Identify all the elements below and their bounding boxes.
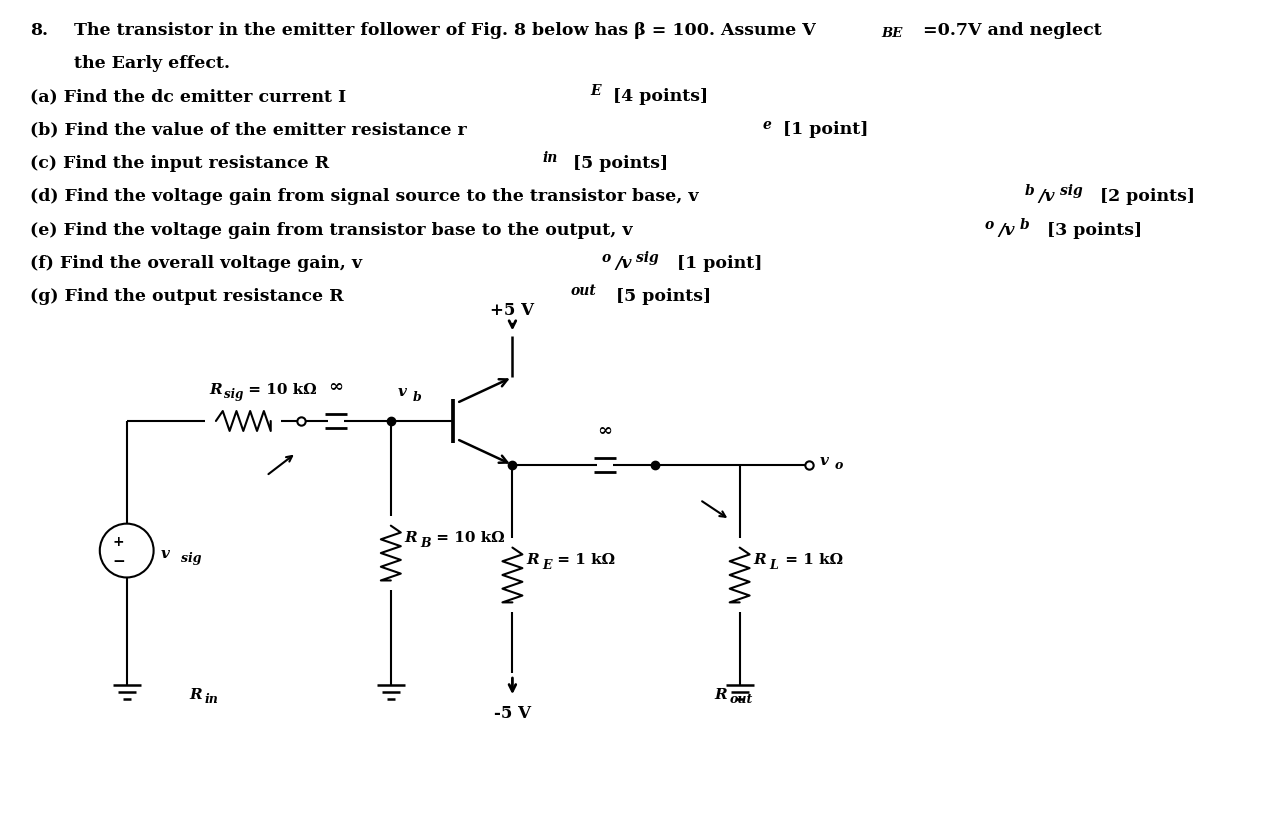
Text: +5 V: +5 V	[490, 303, 534, 319]
Text: in: in	[543, 150, 558, 165]
Text: = 1 kΩ: = 1 kΩ	[780, 553, 842, 567]
Text: R: R	[526, 553, 539, 567]
Text: /v: /v	[1038, 188, 1055, 206]
Text: R: R	[209, 383, 222, 397]
Text: ∞: ∞	[598, 422, 613, 440]
Text: [1 point]: [1 point]	[671, 255, 762, 272]
Text: =0.7V and neglect: =0.7V and neglect	[917, 23, 1102, 39]
Text: o: o	[985, 217, 994, 232]
Text: (f) Find the overall voltage gain, v: (f) Find the overall voltage gain, v	[31, 255, 362, 272]
Text: R: R	[405, 531, 418, 545]
Text: [2 points]: [2 points]	[1094, 188, 1195, 206]
Text: B: B	[420, 537, 432, 549]
Text: b: b	[413, 391, 422, 404]
Text: v: v	[819, 454, 828, 468]
Text: E: E	[543, 558, 552, 572]
Text: o: o	[834, 459, 842, 472]
Text: b: b	[1019, 217, 1029, 232]
Text: v: v	[161, 547, 169, 561]
Text: (d) Find the voltage gain from signal source to the transistor base, v: (d) Find the voltage gain from signal so…	[31, 188, 698, 206]
Text: sig: sig	[1060, 184, 1083, 198]
Text: [5 points]: [5 points]	[610, 288, 711, 305]
Text: [5 points]: [5 points]	[567, 155, 669, 172]
Text: out: out	[571, 284, 596, 298]
Text: (a) Find the dc emitter current I: (a) Find the dc emitter current I	[31, 88, 347, 105]
Text: -5 V: -5 V	[494, 705, 531, 722]
Text: (c) Find the input resistance R: (c) Find the input resistance R	[31, 155, 329, 172]
Text: [1 point]: [1 point]	[777, 121, 868, 139]
Text: (b) Find the value of the emitter resistance r: (b) Find the value of the emitter resist…	[31, 121, 466, 139]
Text: o: o	[601, 251, 610, 265]
Text: L: L	[769, 558, 778, 572]
Text: the Early effect.: the Early effect.	[74, 55, 229, 72]
Text: v: v	[397, 385, 406, 399]
Text: = 1 kΩ: = 1 kΩ	[553, 553, 615, 567]
Text: = 10 kΩ: = 10 kΩ	[431, 531, 505, 545]
Text: out: out	[730, 692, 753, 706]
Text: 8.: 8.	[31, 23, 48, 39]
Text: sig: sig	[636, 251, 659, 265]
Text: −: −	[112, 554, 125, 569]
Text: ∞: ∞	[329, 378, 344, 396]
Text: sig: sig	[224, 388, 243, 401]
Text: /v: /v	[999, 222, 1015, 238]
Text: = 10 kΩ: = 10 kΩ	[243, 383, 317, 397]
Text: The transistor in the emitter follower of Fig. 8 below has β = 100. Assume V: The transistor in the emitter follower o…	[74, 23, 815, 39]
Text: [3 points]: [3 points]	[1034, 222, 1142, 238]
Text: [4 points]: [4 points]	[608, 88, 708, 105]
Text: b: b	[1024, 184, 1034, 198]
Text: e: e	[763, 118, 772, 131]
Text: (g) Find the output resistance R: (g) Find the output resistance R	[31, 288, 344, 305]
Text: E: E	[590, 84, 601, 98]
Text: R: R	[190, 688, 203, 702]
Text: R: R	[715, 688, 727, 702]
Text: BE: BE	[882, 28, 902, 40]
Text: R: R	[754, 553, 766, 567]
Text: +: +	[113, 534, 125, 548]
Text: in: in	[204, 692, 218, 706]
Text: (e) Find the voltage gain from transistor base to the output, v: (e) Find the voltage gain from transisto…	[31, 222, 633, 238]
Text: sig: sig	[181, 552, 201, 565]
Text: /v: /v	[615, 255, 632, 272]
